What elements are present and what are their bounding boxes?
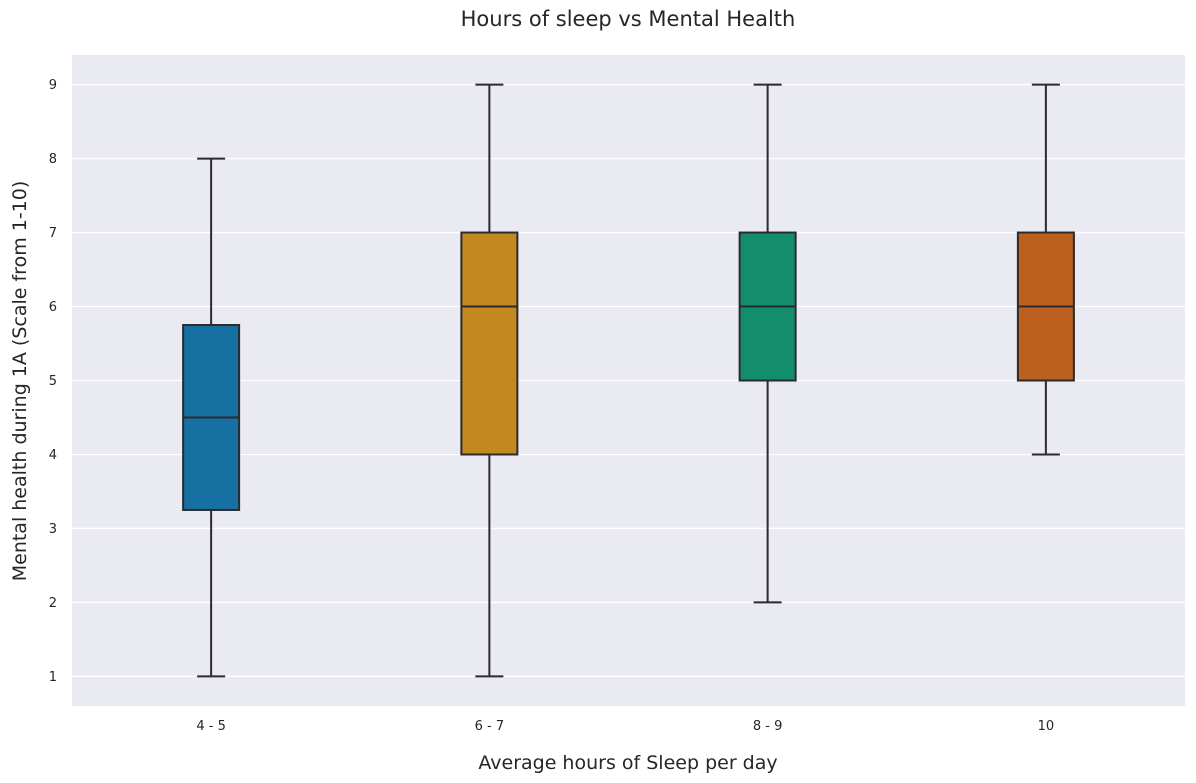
- y-tick-label: 2: [49, 596, 57, 611]
- box-2: [738, 83, 797, 604]
- x-axis-label: Average hours of Sleep per day: [478, 752, 777, 774]
- x-tick-label: 6 - 7: [475, 719, 505, 734]
- grid-lines: [72, 83, 1185, 678]
- x-tick-label: 10: [1038, 719, 1055, 734]
- y-axis-label: Mental health during 1A (Scale from 1-10…: [9, 181, 31, 582]
- y-tick-label: 1: [49, 670, 57, 685]
- x-tick-label: 4 - 5: [196, 719, 226, 734]
- boxes: [182, 83, 1075, 678]
- box-0: [182, 157, 241, 678]
- iqr-box: [460, 231, 519, 456]
- y-tick-label: 3: [49, 522, 57, 537]
- y-tick-label: 5: [49, 374, 57, 389]
- y-tick-label: 9: [49, 78, 57, 93]
- y-tick-label: 6: [49, 300, 57, 315]
- x-tick-label: 8 - 9: [753, 719, 783, 734]
- y-tick-label: 8: [49, 152, 57, 167]
- y-tick-label: 4: [49, 448, 57, 463]
- y-tick-label: 7: [49, 226, 57, 241]
- y-tick-labels: 1 2 3 4 5 6 7 8 9: [49, 78, 57, 685]
- box-3: [1016, 83, 1075, 456]
- x-tick-labels: 4 - 5 6 - 7 8 - 9 10: [196, 719, 1054, 734]
- chart-title: Hours of sleep vs Mental Health: [461, 7, 796, 31]
- box-1: [460, 83, 519, 678]
